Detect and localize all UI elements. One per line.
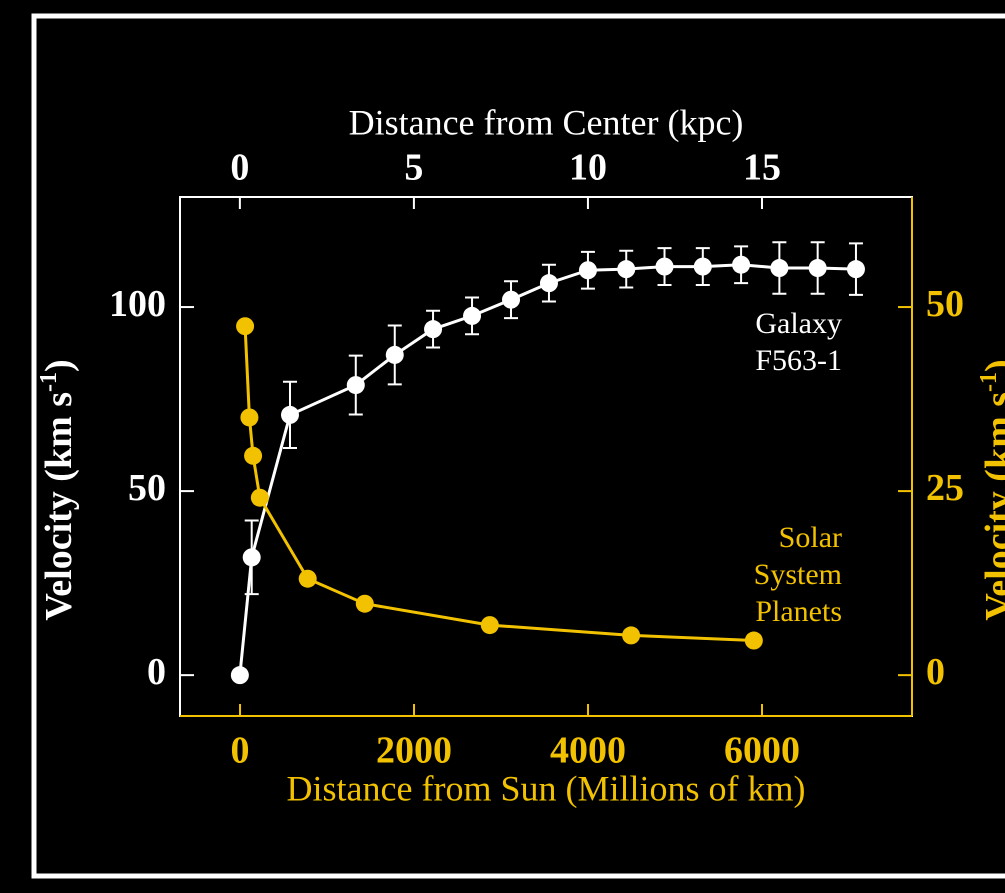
y-tick-label: 100: [109, 283, 166, 325]
point: [242, 548, 261, 567]
point: [578, 261, 597, 280]
annotation: Galaxy: [755, 307, 842, 340]
y2-tick-label: 50: [926, 283, 964, 325]
y-title-sup: -1: [36, 372, 62, 392]
point: [385, 345, 404, 364]
point: [424, 320, 443, 339]
point: [463, 306, 482, 325]
point: [693, 257, 712, 276]
point: [539, 274, 558, 293]
y2-axis-title: Velocity (km s-1): [976, 359, 1005, 620]
x-tick-label: 4000: [550, 730, 626, 772]
y2-title-text: Velocity (km s: [978, 392, 1005, 621]
y-title-end: ): [38, 359, 80, 372]
point: [502, 290, 521, 309]
point: [298, 569, 317, 588]
annotation: Planets: [755, 595, 842, 628]
point: [250, 488, 269, 507]
point: [770, 259, 789, 278]
x2-tick-label: 15: [743, 147, 781, 189]
series-line: [243, 326, 754, 643]
y-axis-title: Velocity (km s-1): [36, 359, 80, 620]
annotation: System: [754, 558, 842, 591]
y2-tick-label: 25: [926, 467, 964, 509]
y2-title-sup: -1: [976, 372, 1002, 392]
point: [808, 259, 827, 278]
bottom-axis-title: Distance from Sun (Millions of km): [287, 768, 806, 808]
x2-tick-label: 5: [404, 147, 423, 189]
y2-tick-label: 0: [926, 651, 945, 693]
x2-tick-label: 10: [569, 147, 607, 189]
x-tick-label: 0: [231, 730, 250, 772]
y-tick-label: 0: [147, 651, 166, 693]
point: [244, 446, 263, 465]
point: [617, 260, 636, 279]
top-axis-title: Distance from Center (kpc): [349, 102, 744, 142]
annotation: Solar: [779, 521, 842, 554]
point: [346, 376, 365, 395]
x-tick-label: 2000: [376, 730, 452, 772]
point: [280, 405, 299, 424]
point: [622, 626, 641, 645]
point: [480, 616, 499, 635]
point: [240, 408, 259, 427]
y-tick-label: 50: [128, 467, 166, 509]
annotation: F563-1: [755, 344, 842, 377]
x-tick-label: 6000: [724, 730, 800, 772]
point: [744, 631, 763, 650]
x2-tick-label: 0: [230, 147, 249, 189]
y-title-text: Velocity (km s: [38, 392, 80, 621]
point: [732, 255, 751, 274]
point: [236, 317, 255, 336]
y2-title-end: ): [978, 359, 1005, 372]
point: [230, 666, 249, 685]
point: [355, 594, 374, 613]
point: [655, 257, 674, 276]
point: [846, 260, 865, 279]
frame: [31, 13, 1005, 879]
